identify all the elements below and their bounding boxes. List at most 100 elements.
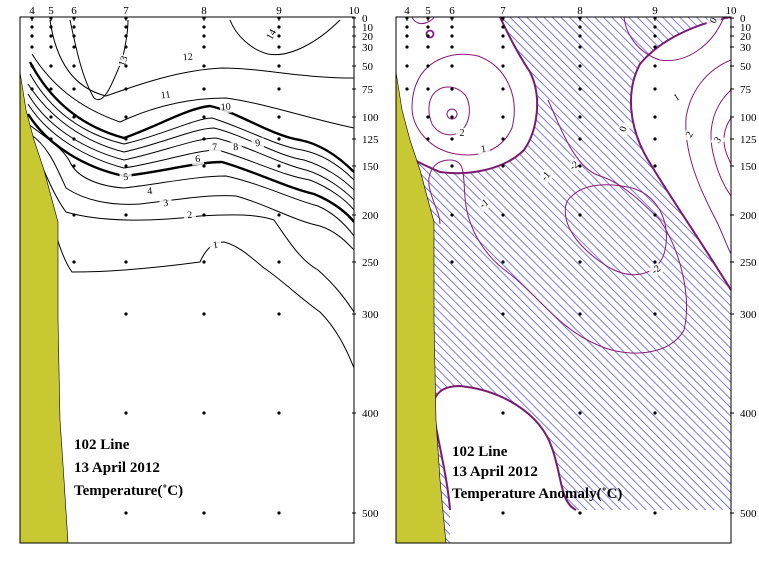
station-label: 8	[201, 5, 207, 17]
svg-text:0: 0	[708, 16, 720, 26]
sample-point	[578, 213, 582, 217]
station-label: 5	[48, 5, 54, 17]
contour-label: -2	[566, 158, 583, 175]
temp-caption-date: 13 April 2012	[74, 460, 160, 476]
sample-point	[653, 260, 657, 264]
sample-point	[653, 137, 657, 141]
contour-label: 1	[476, 143, 491, 156]
temperature-plot-area: 14 13 12 11 10 9 8 76 5 43 2 1	[20, 17, 354, 543]
station-label: 6	[71, 5, 77, 17]
anom-contour-pos2-right	[710, 89, 731, 197]
temp-station-axis: 4 5 6 7 8 9 10	[29, 5, 360, 21]
temp-contour-9	[29, 73, 354, 181]
station-label: 6	[449, 5, 455, 17]
anom-contour-pos3-right	[723, 117, 731, 165]
sample-point	[30, 64, 34, 68]
temp-contour-5	[26, 113, 354, 223]
sample-point	[49, 64, 53, 68]
depth-label: 125	[362, 134, 379, 146]
contour-label: 2	[183, 209, 197, 222]
svg-text:8: 8	[233, 142, 239, 153]
sample-point	[202, 87, 206, 91]
temp-contour-labels: 14 13 12 11 10 9 8 76 5 43 2 1	[116, 26, 280, 252]
sample-point	[501, 137, 505, 141]
svg-text:3: 3	[712, 135, 724, 146]
sample-point	[202, 213, 206, 217]
sample-point	[124, 213, 128, 217]
sample-point	[30, 34, 34, 38]
depth-label: 500	[362, 508, 379, 520]
depth-label: 400	[740, 408, 757, 420]
temp-contour-3	[29, 133, 354, 251]
sample-point	[578, 137, 582, 141]
sample-point	[578, 25, 582, 29]
sample-point	[124, 115, 128, 119]
contour-label: 7	[208, 141, 222, 154]
anom-contour-0-bottom	[432, 384, 577, 511]
station-label: 4	[29, 5, 35, 17]
contour-label: 0	[616, 121, 631, 137]
sample-point	[277, 312, 281, 316]
sample-point	[653, 25, 657, 29]
temp-sample-points	[30, 17, 281, 515]
sample-point	[49, 115, 53, 119]
depth-label: 150	[362, 161, 379, 173]
sample-point	[426, 34, 430, 38]
sample-point	[277, 213, 281, 217]
contour-label: 4	[143, 185, 157, 198]
sample-point	[426, 137, 430, 141]
sample-point	[578, 115, 582, 119]
anom-caption-title: Temperature Anomaly(˚C)	[452, 486, 622, 502]
sample-point	[501, 87, 505, 91]
sample-point	[653, 34, 657, 38]
sample-point	[578, 45, 582, 49]
sample-point	[405, 87, 409, 91]
station-label: 9	[652, 5, 658, 17]
svg-text:1: 1	[480, 144, 487, 156]
sample-point	[277, 34, 281, 38]
depth-label: 50	[740, 61, 752, 73]
sample-point	[49, 25, 53, 29]
sample-point	[578, 511, 582, 515]
sample-point	[72, 34, 76, 38]
temp-contour-1	[39, 179, 354, 369]
station-label: 7	[123, 5, 129, 17]
sample-point	[501, 45, 505, 49]
sample-point	[405, 45, 409, 49]
svg-text:1: 1	[212, 240, 219, 252]
svg-text:2: 2	[460, 128, 465, 139]
sample-point	[277, 511, 281, 515]
sample-point	[501, 411, 505, 415]
sample-point	[72, 115, 76, 119]
sample-point	[578, 87, 582, 91]
sample-point	[450, 213, 454, 217]
sample-point	[124, 34, 128, 38]
contour-label: -2	[648, 262, 665, 279]
station-label: 8	[577, 5, 583, 17]
station-label: 10	[726, 5, 738, 17]
contour-label: 9	[251, 137, 265, 150]
svg-text:0: 0	[618, 125, 630, 133]
sample-point	[49, 45, 53, 49]
contour-label: 11	[158, 89, 173, 102]
svg-text:10: 10	[220, 102, 231, 114]
sample-point	[450, 25, 454, 29]
anom-contour-labels: 2 1 0 -1 -2 1 2 3 0 -1 -2	[456, 16, 727, 279]
temperature-contours	[26, 19, 354, 369]
temp-caption-line: 102 Line	[74, 437, 130, 453]
depth-label: 250	[740, 257, 757, 269]
depth-label: 75	[362, 84, 374, 96]
sample-point	[653, 45, 657, 49]
temp-caption-title: Temperature(˚C)	[74, 483, 183, 499]
sample-point	[653, 213, 657, 217]
contour-label: 12	[181, 51, 195, 64]
sample-point	[49, 34, 53, 38]
anom-caption-line: 102 Line	[452, 444, 508, 460]
sample-point	[578, 64, 582, 68]
svg-text:7: 7	[212, 142, 218, 153]
coast-land	[396, 71, 447, 543]
sample-point	[653, 411, 657, 415]
